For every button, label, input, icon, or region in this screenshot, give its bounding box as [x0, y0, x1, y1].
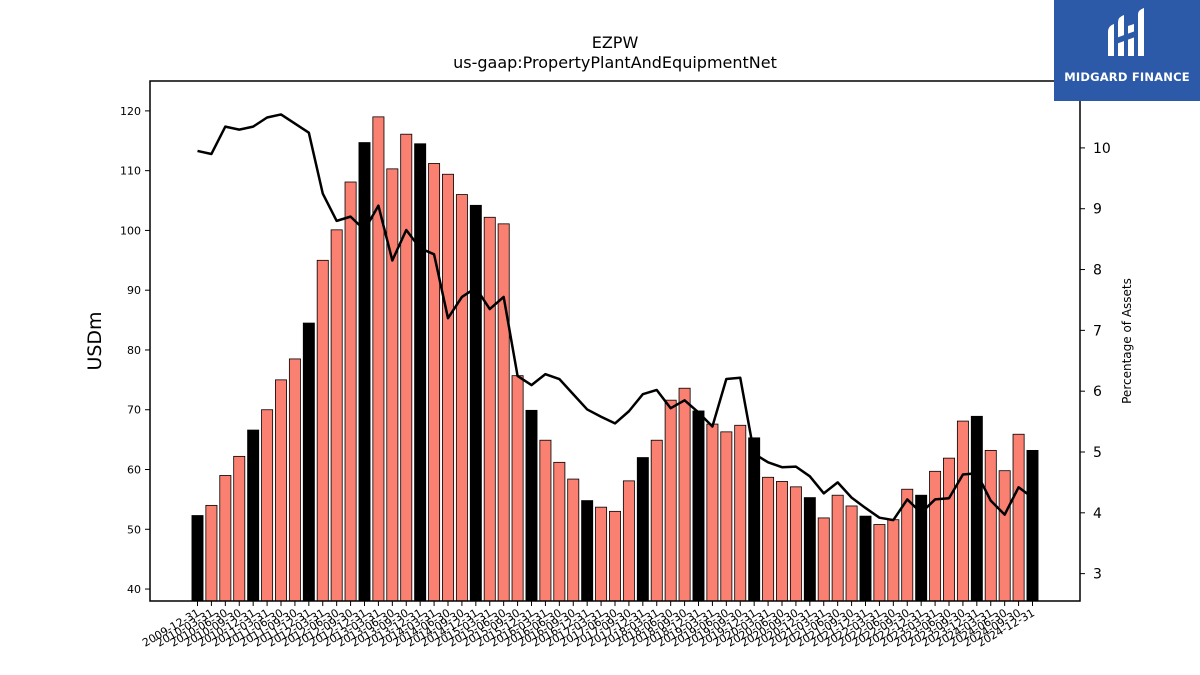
bar-2013-06-30	[386, 168, 399, 602]
y2-tick-label-3: 3	[1093, 567, 1102, 583]
bar-2016-12-31	[581, 500, 594, 602]
y-tick-label-60: 60	[127, 464, 141, 477]
bar-2010-03-31	[205, 504, 218, 602]
bar-2015-12-31	[525, 409, 538, 602]
y2-tick-label-9: 9	[1093, 202, 1102, 218]
bar-2021-03-31	[817, 517, 830, 602]
bar-2022-06-30	[887, 519, 900, 602]
bar-2019-03-31	[706, 423, 719, 602]
bar-2023-06-30	[943, 457, 955, 602]
bar-2009-12-31	[191, 515, 204, 602]
bar-2017-06-30	[609, 510, 621, 602]
bar-2019-06-30	[720, 431, 733, 602]
y-tick-label-40: 40	[127, 583, 141, 596]
bar-2016-06-30	[553, 461, 566, 602]
y2-tick-label-6: 6	[1093, 384, 1102, 400]
bar-2018-12-31	[692, 410, 705, 602]
bar-2014-12-31	[469, 204, 482, 602]
bars-layer	[191, 116, 1039, 602]
bar-2019-12-31	[748, 437, 761, 602]
bar-2016-09-30	[567, 478, 580, 602]
y-axis-left: 40 50 60 70 80 90 100 110 120	[120, 105, 150, 596]
line-layer	[197, 113, 1034, 522]
midgard-logo-icon	[1108, 8, 1144, 56]
bar-2017-12-31	[636, 457, 649, 602]
y-tick-label-110: 110	[120, 165, 141, 178]
bar-2015-06-30	[497, 223, 510, 602]
bar-2012-09-30	[344, 181, 357, 602]
bar-2019-09-30	[734, 424, 747, 602]
chart-title: EZPW	[592, 33, 639, 52]
bar-2024-06-30	[998, 470, 1011, 602]
y2-tick-label-8: 8	[1093, 263, 1102, 279]
bar-2010-09-30	[233, 455, 246, 602]
bar-2018-03-31	[650, 439, 663, 602]
bar-2012-03-31	[316, 259, 329, 602]
y2-tick-label-10: 10	[1093, 141, 1111, 157]
y-tick-label-50: 50	[127, 523, 141, 536]
bar-2023-03-31	[929, 470, 942, 602]
bar-2014-09-30	[455, 194, 468, 602]
bar-2021-12-31	[859, 515, 872, 602]
y2-tick-label-5: 5	[1093, 445, 1102, 461]
y-tick-label-120: 120	[120, 105, 141, 118]
y-tick-label-100: 100	[120, 224, 141, 237]
y2-tick-label-7: 7	[1093, 323, 1102, 339]
bar-2020-09-30	[789, 486, 802, 602]
bar-2012-12-31	[358, 142, 371, 602]
bar-2023-12-31	[970, 415, 983, 602]
bar-2018-06-30	[664, 399, 677, 602]
bar-2023-09-30	[956, 420, 969, 602]
bar-2013-03-31	[372, 116, 385, 602]
bar-2011-12-31	[302, 322, 315, 602]
bar-2021-06-30	[831, 494, 844, 602]
bar-2012-06-30	[330, 229, 343, 602]
bar-2020-06-30	[776, 481, 788, 602]
line-series	[197, 113, 1034, 522]
bar-2022-03-31	[873, 524, 886, 602]
bar-2024-12-31	[1026, 449, 1039, 602]
bar-2015-03-31	[483, 216, 496, 602]
bar-2021-09-30	[845, 505, 858, 602]
bar-2024-09-30	[1012, 433, 1025, 602]
brand-name: MIDGARD FINANCE	[1064, 70, 1190, 84]
bar-2011-09-30	[288, 358, 301, 602]
bar-2013-09-30	[400, 133, 413, 602]
bar-2010-12-31	[247, 429, 260, 602]
y-tick-label-90: 90	[127, 284, 141, 297]
chart-subtitle: us-gaap:PropertyPlantAndEquipmentNet	[453, 53, 777, 72]
y2-tick-label-4: 4	[1093, 506, 1102, 522]
y2-axis-label: Percentage of Assets	[1120, 278, 1134, 404]
bar-2016-03-31	[539, 439, 552, 602]
y-tick-label-80: 80	[127, 344, 141, 357]
bar-2018-09-30	[678, 387, 691, 602]
bar-2011-06-30	[275, 379, 287, 602]
bar-2010-06-30	[219, 475, 232, 602]
bar-2013-12-31	[414, 143, 427, 602]
y-axis-right: 3 4 5 6 7 8 9 10	[1080, 141, 1111, 583]
y-axis-label: USDm	[84, 311, 106, 370]
bar-2020-03-31	[762, 476, 775, 602]
x-axis: 2009-12-312010-03-312010-06-302010-09-30…	[140, 601, 1037, 650]
bar-2024-03-31	[984, 449, 997, 602]
brand-logo: MIDGARD FINANCE	[1054, 0, 1200, 101]
bar-2014-03-31	[428, 163, 441, 602]
bar-2020-12-31	[803, 497, 816, 602]
y-tick-label-70: 70	[127, 404, 141, 417]
bar-2015-09-30	[511, 375, 524, 602]
bar-2017-09-30	[622, 480, 635, 602]
bar-2011-03-31	[261, 409, 274, 602]
bar-2014-06-30	[442, 173, 454, 602]
bar-2017-03-31	[595, 506, 608, 602]
